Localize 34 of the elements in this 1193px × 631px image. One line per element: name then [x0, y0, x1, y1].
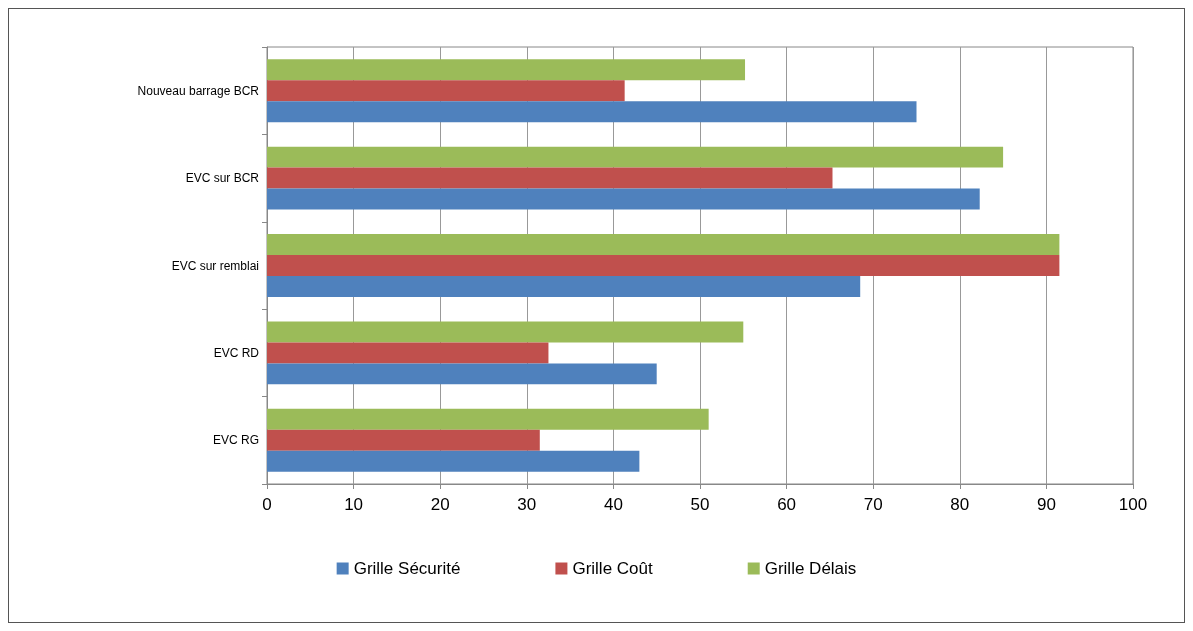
bar — [267, 429, 540, 451]
x-tick-label: 70 — [863, 495, 883, 514]
bar — [267, 146, 1004, 168]
x-tick-label: 20 — [430, 495, 450, 514]
bar — [267, 321, 744, 343]
bar — [267, 342, 549, 364]
bar — [267, 80, 625, 102]
y-tick-label: EVC sur BCR — [185, 171, 260, 186]
x-tick-label: 0 — [262, 495, 272, 514]
bar — [267, 255, 1060, 276]
bar — [267, 275, 861, 297]
y-tick-label: EVC sur remblai — [171, 258, 259, 273]
x-tick-label: 80 — [950, 495, 970, 514]
x-tick-label: 50 — [690, 495, 710, 514]
x-tick-label: 10 — [344, 495, 364, 514]
x-tick-label: 60 — [777, 495, 797, 514]
legend-label: Grille Délais — [764, 559, 857, 578]
bar — [267, 101, 917, 123]
bar — [267, 408, 709, 430]
bar — [267, 234, 1060, 256]
y-tick-label: EVC RG — [212, 433, 259, 448]
bar — [267, 450, 640, 472]
x-tick-label: 100 — [1118, 495, 1148, 514]
legend-label: Grille Coût — [572, 559, 653, 578]
bar — [267, 188, 980, 210]
bar — [267, 167, 833, 189]
bar — [267, 363, 657, 385]
bar — [267, 59, 746, 81]
y-tick-label: EVC RD — [213, 345, 260, 360]
legend-label: Grille Sécurité — [353, 559, 461, 578]
x-tick-label: 90 — [1036, 495, 1056, 514]
x-tick-label: 40 — [603, 495, 623, 514]
y-tick-label: Nouveau barrage BCR — [137, 83, 260, 98]
x-tick-label: 30 — [517, 495, 537, 514]
